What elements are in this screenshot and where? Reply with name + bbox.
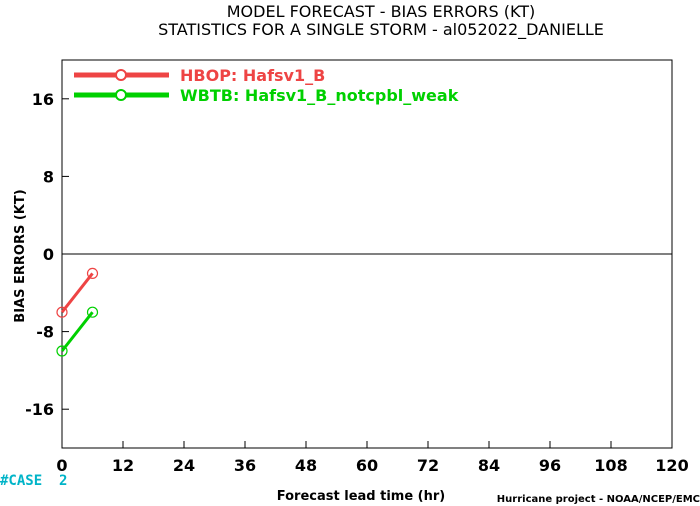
y-tick-label: -16 (25, 400, 54, 419)
legend-label-1: WBTB: Hafsv1_B_notcpbl_weak (180, 86, 459, 105)
y-axis-label: BIAS ERRORS (KT) (13, 189, 28, 322)
x-axis-label: Forecast lead time (hr) (277, 489, 445, 504)
x-tick-label: 0 (56, 456, 67, 475)
case-label: #CASE 2 (0, 473, 67, 489)
x-tick-label: 24 (173, 456, 195, 475)
data-point (56, 345, 68, 357)
x-tick-label: 108 (594, 456, 627, 475)
legend-marker-1 (115, 89, 127, 101)
data-point (86, 306, 99, 318)
x-tick-label: 12 (112, 456, 134, 475)
chart-title: MODEL FORECAST - BIAS ERRORS (KT) (227, 2, 536, 21)
x-tick-label: 84 (478, 456, 500, 475)
x-tick-label: 72 (417, 456, 439, 475)
y-tick-label: 8 (43, 167, 54, 186)
y-tick-label: 0 (43, 245, 54, 264)
x-tick-label: 120 (655, 456, 688, 475)
x-tick-label: 60 (356, 456, 378, 475)
x-tick-label: 36 (234, 456, 256, 475)
x-tick-label: 48 (295, 456, 317, 475)
x-tick-label: 96 (539, 456, 561, 475)
data-point (86, 267, 99, 279)
chart-subtitle: STATISTICS FOR A SINGLE STORM - al052022… (158, 20, 604, 40)
credit-label: Hurricane project - NOAA/NCEP/EMC (497, 494, 700, 505)
data-point (56, 306, 68, 318)
legend-marker-0 (115, 69, 127, 81)
y-tick-label: 16 (32, 90, 54, 109)
y-tick-label: -8 (36, 323, 54, 342)
series-line-0 (60, 272, 94, 314)
legend-label-0: HBOP: Hafsv1_B (180, 66, 325, 85)
series-line-1 (60, 311, 94, 352)
